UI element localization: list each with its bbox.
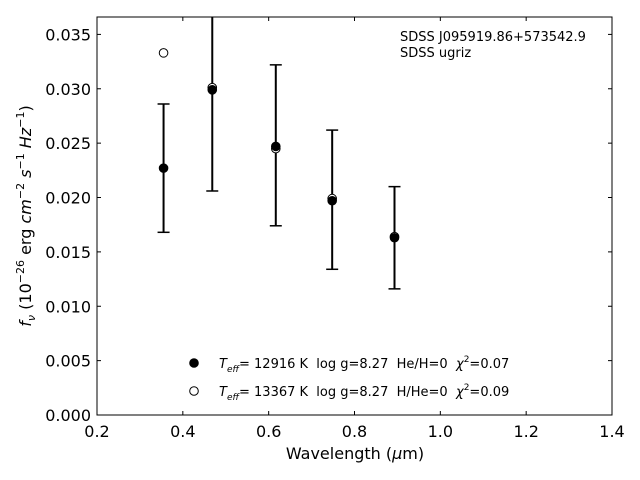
y-tick-label-4: 0.020 [45,189,91,208]
point-filled-3 [327,195,337,206]
point-open-0 [158,48,169,58]
point-filled-1 [207,85,218,95]
x-tick-label-3: 0.8 [342,422,367,441]
legend-entry-2: Teff= 13367 K log g=8.27 H/He=0 χ2=0.09 [219,383,509,403]
point-filled-4 [389,232,400,243]
legend-marker-filled [189,358,199,368]
y-tick-label-0: 0.000 [45,406,91,425]
legend-entry-1: Teff= 12916 K log g=8.27 He/H=0 χ2=0.07 [219,355,509,375]
y-tick-label-6: 0.030 [45,80,91,99]
annotation-object-name: SDSS J095919.86+573542.9 [400,30,586,45]
legend-marker-open [189,386,199,396]
x-tick-label-1: 0.4 [170,422,195,441]
point-filled-0 [158,163,169,173]
plot-frame [96,16,613,416]
legend-1-chi: =0.07 [469,357,509,372]
y-tick-label-7: 0.035 [45,25,91,44]
legend-2-params: log g=8.27 H/He=0 [308,385,456,400]
annotation-survey: SDSS ugriz [400,46,471,61]
x-tick-label-6: 1.4 [599,422,624,441]
y-tick-label-5: 0.025 [45,134,91,153]
axis-ticks: 0.2 0.4 0.6 0.8 1.0 1.2 1.4 0.000 0.005 0.010 0.01… [45,17,625,441]
x-axis-label: Wavelength (μm) [286,444,424,463]
legend-1-teff: = 12916 K [239,357,309,372]
y-tick-label-1: 0.005 [45,352,91,371]
y-tick-label-2: 0.010 [45,297,91,316]
x-tick-label-0: 0.2 [84,422,109,441]
x-tick-label-4: 1.0 [428,422,453,441]
x-tick-label-2: 0.6 [256,422,281,441]
legend-2-teff: = 13367 K [239,385,309,400]
legend-1-params: log g=8.27 He/H=0 [308,357,456,372]
y-axis-label: fν (10−26 erg cm−2 s−1 Hz−1) [14,105,38,326]
y-tick-label-3: 0.015 [45,243,91,262]
x-tick-label-5: 1.2 [513,422,538,441]
point-filled-2 [270,141,281,152]
legend: Teff= 12916 K log g=8.27 He/H=0 χ2=0.07 … [189,355,509,403]
legend-2-chi: =0.09 [469,385,509,400]
data-markers [158,48,400,243]
